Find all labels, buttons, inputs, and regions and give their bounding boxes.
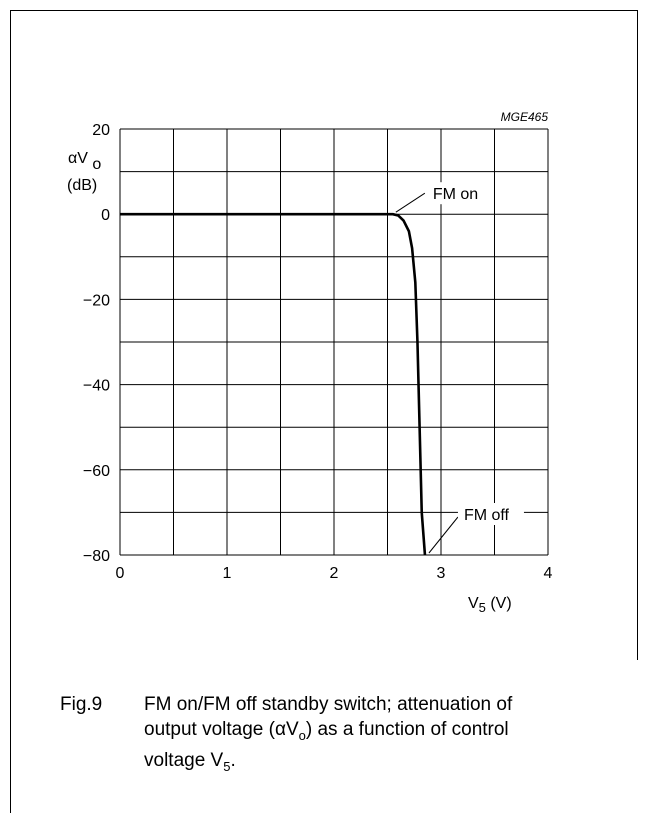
figure-number: Fig.9 [60, 694, 103, 715]
y-axis-unit: (dB) [67, 177, 97, 194]
frame-top-border [10, 10, 638, 11]
caption-line-2a: output voltage (αV [144, 719, 299, 740]
chart-series [120, 212, 427, 556]
y-axis-label-subscript: o [92, 156, 101, 173]
y-tick-label: 20 [92, 122, 110, 139]
y-tick-label: −60 [83, 463, 110, 480]
chart-annotations: FM on FM off [395, 182, 524, 554]
caption-line-1: FM on/FM off standby switch; attenuation… [144, 694, 513, 715]
y-tick-label: −40 [83, 378, 110, 395]
frame-left-border [10, 10, 11, 813]
y-axis-label: αV o [68, 150, 101, 173]
x-tick-label: 1 [223, 565, 232, 582]
chart-tick-labels: 0 1 2 3 4 20 0 −20 −40 −60 −80 [83, 122, 553, 582]
caption-line-2-sub: o [298, 727, 306, 743]
caption-line-3-sub: 5 [223, 758, 231, 774]
frame-right-border [637, 10, 638, 660]
x-tick-label: 2 [330, 565, 339, 582]
y-tick-label: −80 [83, 548, 110, 565]
caption-line-3a: voltage V [144, 749, 224, 771]
x-tick-label: 0 [116, 565, 125, 582]
chart: 0 1 2 3 4 20 0 −20 −40 −60 −80 MGE465 αV o (dB) V5… [67, 110, 553, 615]
y-tick-label: −20 [83, 292, 110, 309]
x-tick-label: 4 [544, 565, 553, 582]
figure-caption-text: FM on/FM off standby switch; attenuation… [144, 692, 614, 779]
annotation-bg-fm-on [426, 182, 491, 205]
series-line [120, 212, 427, 556]
annotation-leader-fm-on [395, 192, 426, 213]
caption-line-2b: ) as a function of control [305, 719, 509, 740]
y-tick-label: 0 [101, 207, 110, 224]
chart-code: MGE465 [501, 110, 549, 124]
annotation-bg-fm-off [457, 503, 524, 525]
annotation-leader-fm-off [428, 516, 459, 554]
x-tick-label: 3 [437, 565, 446, 582]
x-axis-label: V5 (V) [468, 595, 512, 615]
caption-line-3b: . [230, 749, 236, 771]
y-axis-label-main: αV [68, 150, 88, 167]
annotation-fm-on: FM on [433, 186, 478, 203]
annotation-fm-off: FM off [464, 507, 510, 524]
